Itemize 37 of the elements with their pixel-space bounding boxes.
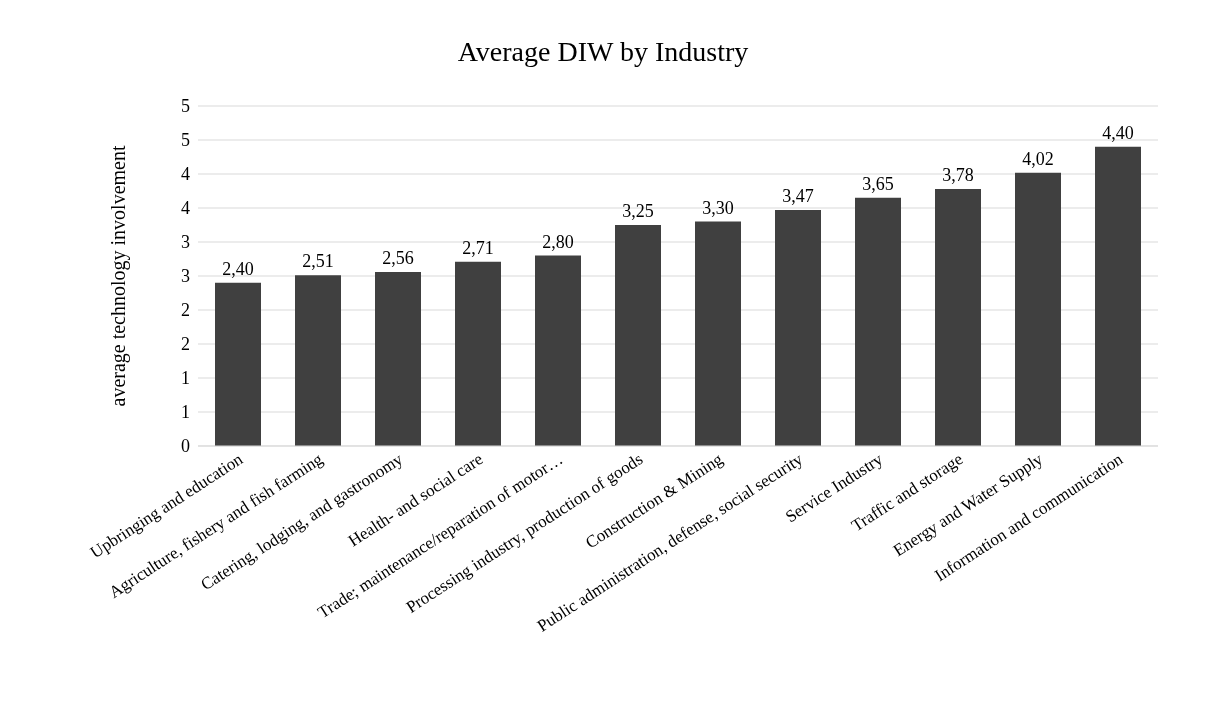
bar (695, 221, 741, 446)
bar (855, 197, 901, 446)
y-tick-label: 2 (181, 300, 190, 321)
data-label: 2,56 (382, 247, 414, 268)
y-tick-label: 4 (181, 198, 190, 219)
data-label: 3,65 (862, 173, 894, 194)
y-tick-label: 5 (181, 130, 190, 151)
bar (1095, 146, 1141, 446)
bar (455, 261, 501, 446)
bar (1015, 172, 1061, 446)
bar (295, 275, 341, 446)
data-label: 2,51 (302, 251, 334, 272)
chart-title: Average DIW by Industry (456, 35, 750, 69)
y-axis-title: average technology involvement (107, 145, 131, 407)
y-tick-label: 1 (181, 402, 190, 423)
bar (775, 210, 821, 446)
y-tick-label: 3 (181, 232, 190, 253)
data-label: 2,71 (462, 237, 494, 258)
bar (615, 225, 661, 446)
y-tick-label: 1 (181, 368, 190, 389)
data-label: 3,30 (702, 197, 734, 218)
y-tick-label: 3 (181, 266, 190, 287)
data-label: 4,02 (1022, 148, 1054, 169)
y-tick-label: 0 (181, 436, 190, 457)
data-label: 3,25 (622, 201, 654, 221)
data-label: 2,40 (222, 258, 254, 279)
y-tick-label: 5 (181, 96, 190, 117)
y-tick-label: 2 (181, 334, 190, 355)
bar (215, 282, 261, 446)
y-tick-label: 4 (181, 164, 190, 185)
data-label: 2,80 (542, 231, 574, 252)
data-label: 3,47 (782, 186, 814, 207)
bar (535, 255, 581, 446)
data-label: 3,78 (942, 164, 974, 185)
bar (375, 271, 421, 446)
bar (935, 188, 981, 446)
data-label: 4,40 (1102, 122, 1134, 143)
